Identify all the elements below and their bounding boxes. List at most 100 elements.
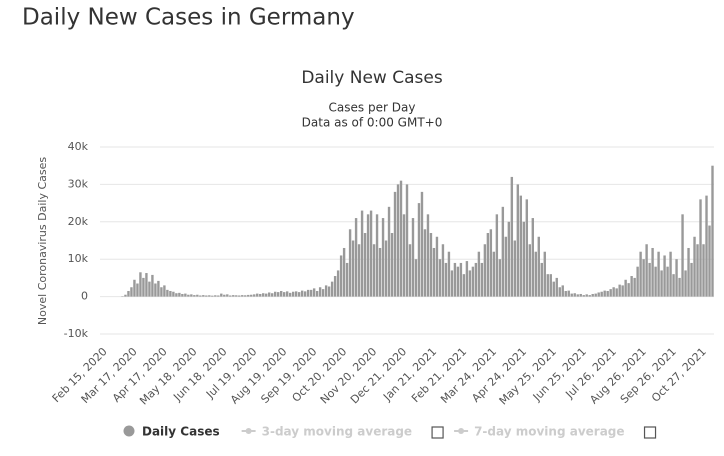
bar	[711, 166, 713, 297]
bar	[562, 285, 564, 296]
legend-label[interactable]: Daily Cases	[142, 425, 220, 439]
bar	[226, 294, 228, 296]
bar	[618, 285, 620, 297]
bar	[205, 295, 207, 296]
bar	[361, 211, 363, 297]
bar	[334, 276, 336, 297]
bar	[277, 292, 279, 296]
bar	[693, 237, 695, 297]
bar	[672, 274, 674, 296]
bar	[340, 255, 342, 296]
bar	[154, 284, 156, 297]
y-tick-label: -10k	[64, 327, 89, 340]
bar	[603, 291, 605, 297]
legend-marker[interactable]	[246, 428, 252, 434]
bar	[181, 294, 183, 297]
bar	[597, 292, 599, 296]
bar	[636, 267, 638, 297]
bar	[379, 248, 381, 297]
bar	[663, 255, 665, 296]
bar	[466, 261, 468, 297]
legend-label[interactable]: 7-day moving average	[474, 425, 624, 439]
bar	[292, 292, 294, 297]
bar	[463, 274, 465, 296]
bar	[145, 273, 147, 297]
legend-label[interactable]: 3-day moving average	[262, 425, 412, 439]
bar	[139, 272, 141, 296]
legend-marker[interactable]	[124, 426, 135, 437]
bar	[178, 293, 180, 297]
bar	[208, 295, 210, 296]
bar	[253, 294, 255, 296]
bar	[238, 295, 240, 296]
bar	[681, 214, 683, 296]
bar	[214, 295, 216, 296]
y-tick-label: 20k	[68, 215, 89, 228]
bar	[505, 237, 507, 297]
bar	[274, 292, 276, 297]
bar	[508, 222, 510, 297]
bar	[660, 270, 662, 296]
bar	[535, 252, 537, 297]
y-tick-label: 40k	[68, 140, 89, 153]
bar	[346, 263, 348, 297]
bar	[657, 252, 659, 297]
bar	[472, 267, 474, 297]
bar	[454, 263, 456, 297]
bar	[217, 295, 219, 296]
bar	[418, 203, 420, 297]
bar	[577, 294, 579, 296]
bar	[259, 294, 261, 297]
bar	[316, 291, 318, 297]
bar	[678, 278, 680, 297]
bar	[373, 244, 375, 296]
legend-checkbox[interactable]	[432, 427, 443, 438]
bar	[163, 285, 165, 296]
bar	[669, 252, 671, 297]
bar	[433, 248, 435, 297]
bar	[565, 291, 567, 297]
bar	[448, 252, 450, 297]
bar	[415, 259, 417, 296]
bar	[337, 270, 339, 296]
y-tick-label: 30k	[68, 177, 89, 190]
legend-checkbox[interactable]	[645, 427, 656, 438]
chart-title: Daily New Cases	[301, 68, 443, 88]
bar	[331, 282, 333, 297]
bar	[702, 244, 704, 296]
bar	[256, 294, 258, 297]
bar	[367, 214, 369, 296]
bar	[526, 199, 528, 296]
bar	[127, 291, 129, 297]
bar	[124, 295, 126, 297]
bar	[397, 184, 399, 296]
bar	[157, 281, 159, 297]
bar	[580, 294, 582, 297]
bar	[430, 233, 432, 297]
bar	[648, 263, 650, 297]
bar	[633, 278, 635, 297]
bar	[547, 274, 549, 296]
bar	[220, 294, 222, 297]
legend-marker[interactable]	[458, 428, 464, 434]
bar	[250, 295, 252, 297]
bar	[511, 177, 513, 297]
bar	[690, 263, 692, 297]
bar	[271, 293, 273, 296]
bar	[639, 252, 641, 297]
bar	[385, 241, 387, 297]
bar	[490, 229, 492, 296]
bar	[645, 244, 647, 296]
bar	[594, 294, 596, 297]
bar	[642, 259, 644, 296]
y-tick-label: 10k	[68, 252, 89, 265]
bar	[148, 282, 150, 297]
bar	[624, 280, 626, 297]
bar	[541, 263, 543, 297]
bar	[517, 184, 519, 296]
bar	[666, 267, 668, 297]
bar	[556, 278, 558, 297]
bar	[436, 237, 438, 297]
y-tick-label: 0	[81, 290, 88, 303]
